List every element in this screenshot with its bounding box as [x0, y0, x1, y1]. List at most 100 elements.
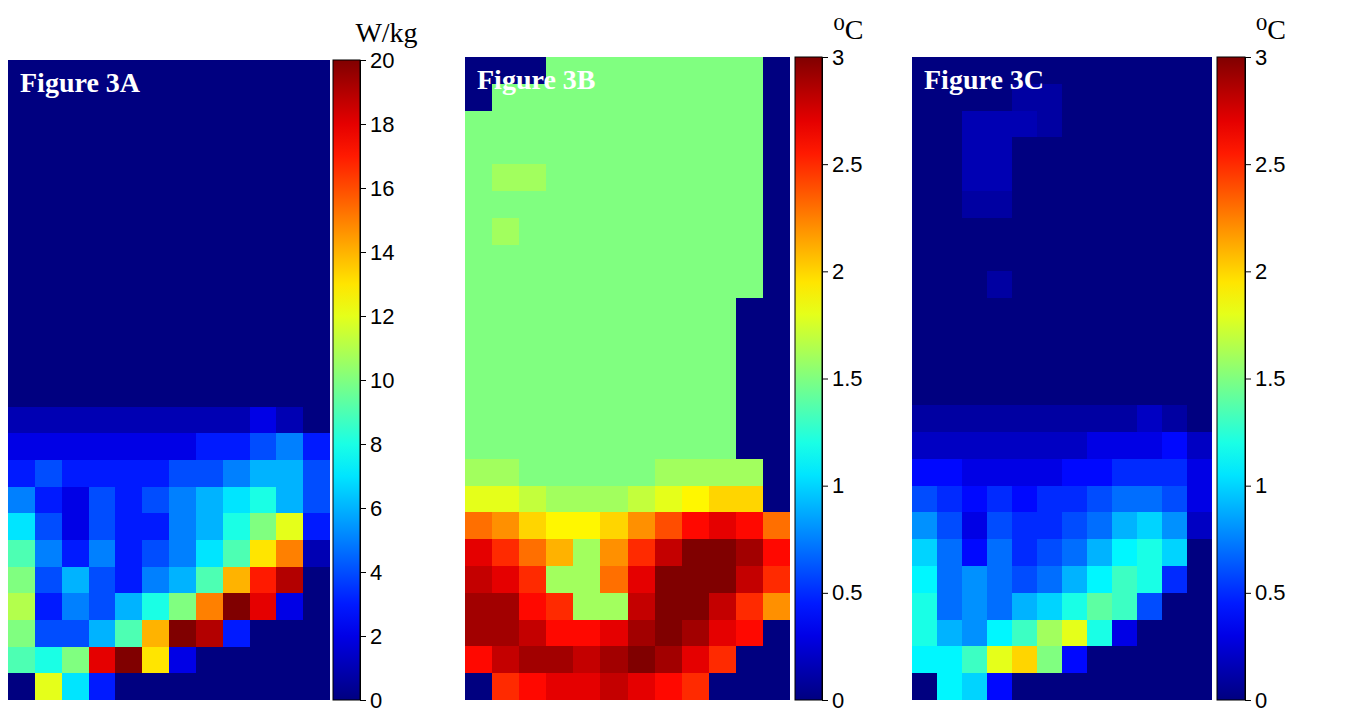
- heatmap-cell: [169, 220, 196, 247]
- heatmap-cell: [1162, 432, 1188, 459]
- heatmap-cell: [1162, 379, 1188, 406]
- heatmap-cell: [519, 164, 547, 191]
- heatmap-cell: [465, 245, 493, 272]
- heatmap-cell: [1012, 646, 1038, 673]
- heatmap-cell: [89, 113, 116, 140]
- heatmap-cell: [573, 164, 601, 191]
- heatmap-cell: [736, 245, 764, 272]
- heatmap-cell: [1062, 646, 1088, 673]
- heatmap-cell: [1037, 405, 1063, 432]
- heatmap-cell: [223, 113, 250, 140]
- heatmap-cell: [763, 512, 790, 539]
- tick-label: 2.5: [1255, 152, 1286, 177]
- heatmap-cell: [8, 433, 35, 460]
- heatmap-cell: [962, 593, 988, 620]
- heatmap-cell: [142, 673, 169, 700]
- heatmap-cell: [1112, 325, 1138, 352]
- heatmap-cell: [303, 620, 330, 647]
- heatmap-cell: [987, 325, 1013, 352]
- heatmap-cell: [1137, 620, 1163, 647]
- heatmap-cell: [89, 540, 116, 567]
- colorbar-axis: 02468101214161820: [360, 48, 394, 713]
- heatmap-cell: [223, 140, 250, 167]
- tick-mark: [1245, 486, 1251, 487]
- heatmap-cell: [1087, 593, 1113, 620]
- tick-mark: [360, 380, 366, 381]
- heatmap-cell: [169, 300, 196, 327]
- tick-label: 1: [832, 473, 844, 498]
- heatmap-cell: [1037, 137, 1063, 164]
- heatmap-cell: [600, 593, 628, 620]
- panel-title: Figure 3B: [477, 64, 595, 95]
- heatmap-cell: [115, 433, 142, 460]
- heatmap-cell: [912, 352, 938, 379]
- heatmap-cell: [62, 647, 89, 674]
- heatmap-cell: [1137, 512, 1163, 539]
- heatmap-cell: [62, 247, 89, 274]
- heatmap-cell: [8, 513, 35, 540]
- heatmap-cell: [937, 164, 963, 191]
- heatmap-cell: [962, 486, 988, 513]
- heatmap-cell: [987, 593, 1013, 620]
- tick-mark: [360, 124, 366, 125]
- heatmap-cell: [1012, 245, 1038, 272]
- heatmap-cell: [250, 433, 277, 460]
- heatmap-cell: [89, 487, 116, 514]
- heatmap-cell: [35, 327, 62, 354]
- heatmap-cell: [1012, 325, 1038, 352]
- heatmap-cell: [962, 245, 988, 272]
- heatmap-cell: [303, 407, 330, 434]
- heatmap-cell: [250, 513, 277, 540]
- heatmap-cell: [1012, 164, 1038, 191]
- heatmap-cell: [1037, 352, 1063, 379]
- heatmap-cell: [628, 432, 656, 459]
- heatmap-cell: [546, 379, 574, 406]
- heatmap-cell: [1137, 191, 1163, 218]
- heatmap-cell: [546, 271, 574, 298]
- heatmap-cell: [546, 566, 574, 593]
- heatmap-cell: [1187, 352, 1212, 379]
- heatmap-cell: [962, 620, 988, 647]
- heatmap-cell: [223, 460, 250, 487]
- heatmap-cell: [655, 459, 683, 486]
- heatmap-cell: [519, 111, 547, 138]
- heatmap-cell: [709, 84, 737, 111]
- heatmap-cell: [1137, 298, 1163, 325]
- heatmap-cell: [682, 593, 710, 620]
- tick-label: 10: [370, 368, 394, 393]
- heatmap-cell: [196, 540, 223, 567]
- heatmap-cell: [1087, 325, 1113, 352]
- heatmap-cell: [1162, 325, 1188, 352]
- heatmap-cell: [1112, 57, 1138, 84]
- heatmap-cell: [115, 407, 142, 434]
- tick-label: 1: [1255, 473, 1267, 498]
- heatmap-cell: [546, 191, 574, 218]
- heatmap-cell: [1062, 432, 1088, 459]
- heatmap-cell: [465, 218, 493, 245]
- heatmap-cell: [196, 620, 223, 647]
- heatmap-cell: [1087, 405, 1113, 432]
- tick: 0.5: [1245, 580, 1286, 605]
- heatmap-cell: [8, 273, 35, 300]
- heatmap-cell: [709, 379, 737, 406]
- heatmap-cell: [115, 273, 142, 300]
- heatmap-cell: [600, 539, 628, 566]
- heatmap-cell: [1087, 379, 1113, 406]
- heatmap-cell: [169, 140, 196, 167]
- heatmap-cell: [1012, 298, 1038, 325]
- heatmap-cell: [492, 673, 520, 700]
- heatmap-cell: [276, 113, 303, 140]
- heatmap-cell: [1162, 352, 1188, 379]
- heatmap-cell: [1062, 352, 1088, 379]
- heatmap-cell: [709, 245, 737, 272]
- heatmap-cell: [937, 486, 963, 513]
- colorbar-title: ⁰C: [1256, 14, 1286, 45]
- colorbar-axis: 00.511.522.53: [822, 45, 863, 713]
- heatmap-cell: [709, 512, 737, 539]
- heatmap-cell: [1187, 566, 1212, 593]
- heatmap-cell: [303, 273, 330, 300]
- heatmap-cell: [709, 405, 737, 432]
- heatmap-cell: [1112, 593, 1138, 620]
- heatmap-cell: [682, 111, 710, 138]
- tick-label: 3: [832, 45, 844, 70]
